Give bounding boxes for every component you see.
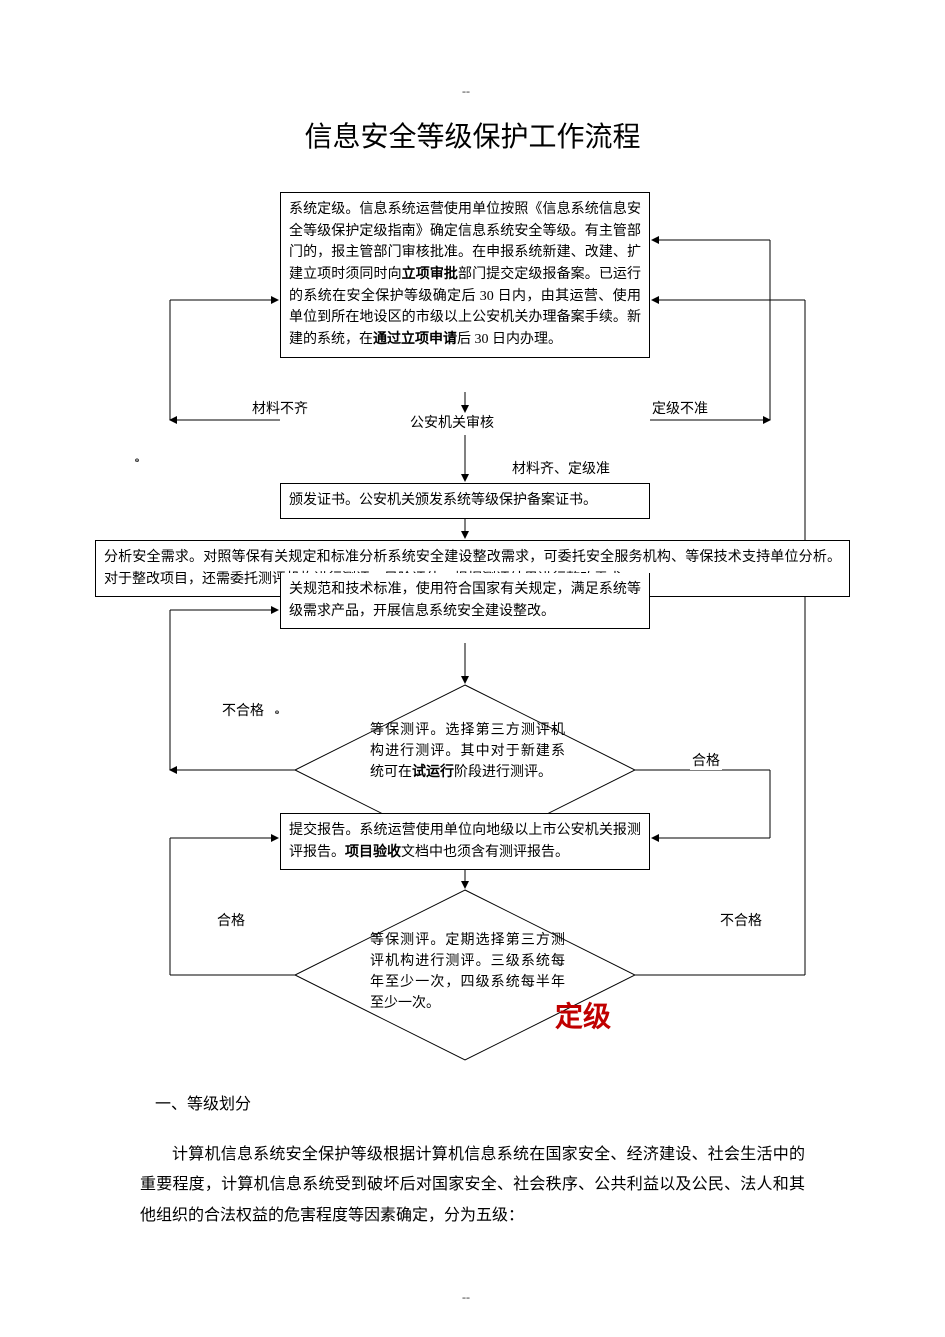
text-bold: 试运行 <box>412 765 454 780</box>
text: 阶段进行测评。 <box>454 765 552 780</box>
page-dash-bottom: -- <box>462 1290 470 1305</box>
flow-diamond-eval1: 等保测评。选择第三方测评机构进行测评。其中对于新建系统可在试运行阶段进行测评。 <box>370 720 565 783</box>
text-bold: 项目验收 <box>345 845 401 860</box>
label-materials-incomplete: 材料不齐 <box>250 398 310 418</box>
flow-audit-text: 公安机关审核 <box>410 413 494 435</box>
text-bold: 立项审批 <box>402 267 458 282</box>
text: 文档中也须含有测评报告。 <box>401 845 569 860</box>
flow-box-report: 提交报告。系统运营使用单位向地级以上市公安机关报测评报告。项目验收文档中也须含有… <box>280 813 650 870</box>
label-grading-wrong: 定级不准 <box>650 398 710 418</box>
flow-box-grading: 系统定级。信息系统运营使用单位按照《信息系统信息安全等级保护定级指南》确定信息系… <box>280 192 650 358</box>
text: 等保测评。定期选择第三方测评机构进行测评。三级系统每年至少一次，四级系统每半年至… <box>370 933 565 1011</box>
text: 后 30 日内办理。 <box>457 332 562 347</box>
page-dash-top: -- <box>462 84 470 99</box>
section-body-levels: 计算机信息系统安全保护等级根据计算机信息系统在国家安全、经济建设、社会生活中的重… <box>140 1140 805 1231</box>
flow-box-build: 关规范和技术标准，使用符合国家有关规定，满足系统等级需求产品，开展信息系统安全建… <box>280 573 650 629</box>
text: 关规范和技术标准，使用符合国家有关规定，满足系统等级需求产品，开展信息系统安全建… <box>289 582 641 619</box>
page-title: 信息安全等级保护工作流程 <box>0 115 945 155</box>
label-fail-1: 不合格 <box>220 700 266 720</box>
red-grading-label: 定级 <box>555 995 611 1035</box>
text-bold: 通过立项申请 <box>373 332 457 347</box>
flow-diamond-eval2: 等保测评。定期选择第三方测评机构进行测评。三级系统每年至少一次，四级系统每半年至… <box>370 930 565 1014</box>
flow-box-certificate: 颁发证书。公安机关颁发系统等级保护备案证书。 <box>280 483 650 519</box>
label-fail-2: 不合格 <box>718 910 764 930</box>
label-materials-ok: 材料齐、定级准 <box>510 458 612 478</box>
stray-glyph: ₒ <box>135 450 139 466</box>
text: 颁发证书。公安机关颁发系统等级保护备案证书。 <box>289 493 597 508</box>
section-heading-levels: 一、等级划分 <box>155 1090 251 1114</box>
label-pass-2: 合格 <box>215 910 247 930</box>
label-pass-1: 合格 <box>690 750 722 770</box>
stray-glyph-2: ₒ <box>275 702 279 718</box>
